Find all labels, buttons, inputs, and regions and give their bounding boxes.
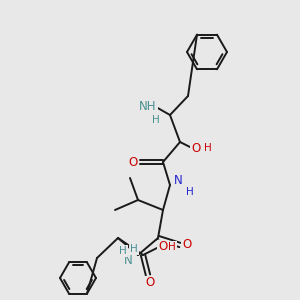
Text: H: H — [204, 143, 212, 153]
Text: N: N — [174, 175, 182, 188]
Text: O: O — [146, 277, 154, 290]
Text: O: O — [158, 241, 168, 254]
Text: H: H — [186, 187, 194, 197]
Text: H: H — [130, 244, 138, 254]
Text: N: N — [124, 254, 132, 266]
Text: O: O — [191, 142, 201, 154]
Text: NH: NH — [139, 100, 157, 113]
Text: H: H — [119, 246, 127, 256]
Text: O: O — [128, 155, 138, 169]
Text: O: O — [182, 238, 192, 251]
Text: H: H — [152, 115, 160, 125]
Text: H: H — [168, 242, 176, 252]
